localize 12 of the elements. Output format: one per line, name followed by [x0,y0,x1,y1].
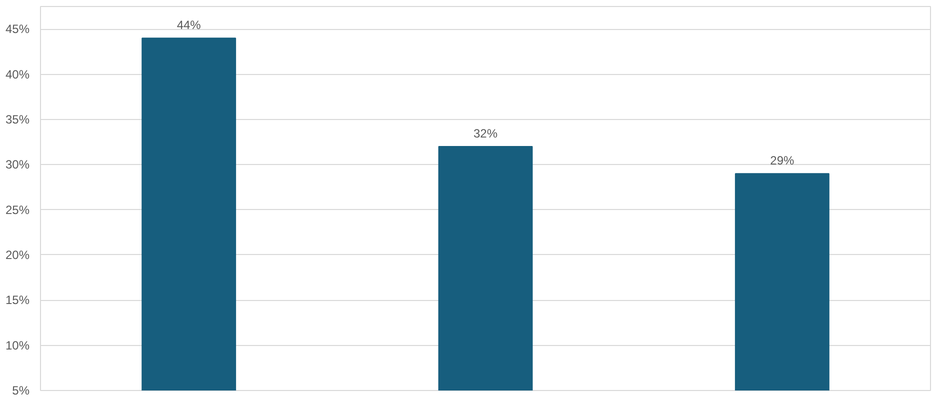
data-label: 29% [770,154,795,168]
y-tick-label: 10% [5,338,30,352]
data-label: 44% [176,18,202,32]
y-tick-label: 5% [12,384,30,398]
y-tick-label: 40% [5,67,30,82]
y-tick-label: 30% [5,158,30,172]
data-label: 32% [473,126,498,141]
y-tick-label: 15% [5,293,30,308]
y-tick-label: 35% [5,112,30,126]
y-tick-label: 20% [5,248,30,262]
y-tick-label: 45% [5,22,30,36]
y-tick-label: 25% [5,202,30,217]
